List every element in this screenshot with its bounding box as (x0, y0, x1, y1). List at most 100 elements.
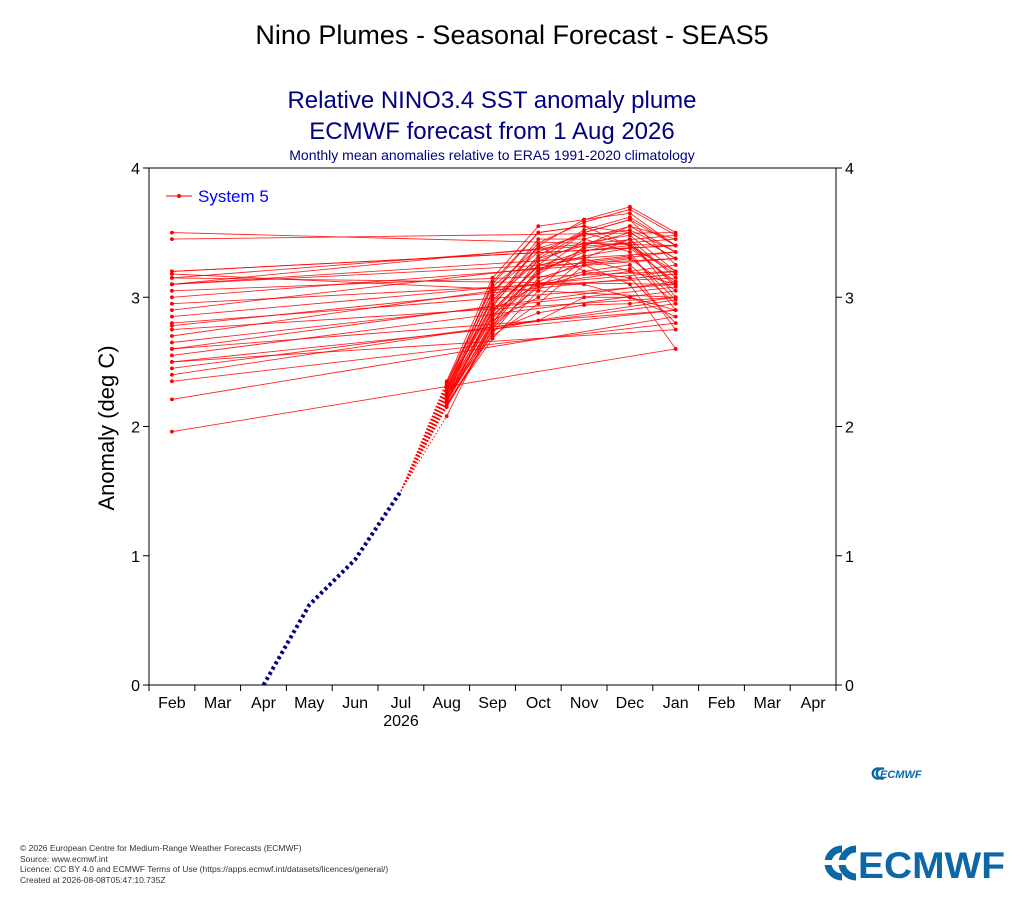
ensemble-point (673, 279, 678, 284)
ensemble-point (628, 253, 632, 258)
ensemble-point (170, 353, 174, 358)
ensemble-point (628, 282, 632, 287)
ensemble-connector (400, 405, 448, 492)
ecmwf-small-logo-mark (871, 767, 885, 780)
ensemble-point (444, 400, 449, 404)
ensemble-member (170, 204, 678, 492)
footer-credits: © 2026 European Centre for Medium-Range … (20, 843, 388, 885)
ensemble-point (673, 321, 678, 325)
ensemble-line (171, 225, 678, 390)
ensemble-point (170, 327, 174, 332)
observed-line (261, 489, 403, 686)
ensemble-point (673, 327, 678, 332)
ensemble-point (582, 272, 586, 276)
ensemble-point (628, 263, 632, 267)
ensemble-point (628, 215, 632, 220)
ecmwf-large-logo-text: ECMWF (858, 845, 1005, 886)
ensemble-point (582, 259, 586, 263)
ensemble-member (170, 243, 678, 492)
ensemble-connector (400, 396, 448, 492)
ensemble-connector (400, 383, 448, 492)
ensemble-point (170, 230, 174, 235)
x-tick-label: Feb (708, 695, 736, 712)
ensemble-point (170, 275, 174, 280)
y-tick-label-right: 3 (845, 290, 854, 307)
ensemble-point (490, 279, 495, 284)
ensemble-line (171, 238, 677, 403)
footer-source: Source: www.ecmwf.int (20, 853, 108, 864)
ensemble-point (490, 285, 495, 289)
ensemble-point (170, 288, 174, 293)
ensemble-point (444, 390, 449, 395)
ensemble-point (170, 334, 174, 338)
page-title: Nino Plumes - Seasonal Forecast - SEAS5 (255, 20, 769, 50)
ensemble-connector (400, 415, 448, 492)
ensemble-point (673, 243, 678, 248)
ensemble-point (536, 230, 541, 235)
legend: System 5 (166, 187, 269, 206)
x-tick-label: Sep (478, 695, 507, 712)
ensemble-point (444, 414, 449, 419)
ensemble-point (673, 263, 678, 267)
ensemble-point (673, 347, 678, 351)
x-tick-label: Dec (616, 695, 644, 712)
x-tick-label: Oct (526, 695, 551, 712)
ensemble-point (628, 233, 632, 238)
y-tick-label-right: 4 (845, 161, 854, 178)
ensemble-point (536, 250, 541, 254)
x-tick-label: Mar (754, 695, 782, 712)
ensemble-point (170, 397, 174, 402)
ensemble-point (673, 308, 678, 313)
ensemble-point (582, 224, 586, 229)
ensemble-point (170, 308, 174, 313)
ensemble-line (171, 245, 677, 388)
y-axis-label: Anomaly (deg C) (94, 345, 119, 510)
x-tick-labels: Feb Mar Apr May Jun Jul Aug Sep Oct Nov Dec Jan Feb M… (158, 695, 826, 712)
x-tick-label: Jun (342, 695, 368, 712)
x-tick-label: Apr (251, 695, 277, 712)
x-tick-label: Jan (663, 695, 689, 712)
chart-title-2: ECMWF forecast from 1 Aug 2026 (309, 118, 674, 145)
ensemble-connector (400, 399, 448, 492)
ensemble-point (444, 381, 449, 386)
ensemble-connector (400, 391, 448, 492)
ensemble-point (536, 310, 541, 315)
ensemble-point (673, 285, 678, 289)
ensemble-point (536, 301, 541, 306)
ensemble-point (170, 295, 174, 300)
ensemble-members (170, 204, 678, 492)
x-tick-label: Feb (158, 695, 186, 712)
chart-subtitle: Monthly mean anomalies relative to ERA5 … (289, 147, 694, 163)
y-tick-label-right: 0 (845, 678, 854, 695)
ensemble-point (536, 275, 541, 280)
y-tick-label-left: 3 (131, 290, 140, 307)
ensemble-point (490, 275, 495, 280)
ensemble-point (582, 233, 586, 238)
ensemble-point (628, 211, 632, 216)
ensemble-point (582, 237, 586, 241)
x-tick-label: Nov (570, 695, 598, 712)
ensemble-connector (400, 395, 448, 492)
observed-series (261, 489, 403, 686)
ensemble-member (170, 266, 678, 492)
ensemble-point (582, 220, 586, 225)
ensemble-point (490, 336, 495, 341)
footer-licence: Licence: CC BY 4.0 and ECMWF Terms of Us… (20, 864, 389, 874)
plot-frame (148, 167, 837, 686)
ensemble-point (628, 266, 632, 271)
ensemble-point (536, 295, 541, 300)
ensemble-point (490, 290, 495, 294)
ensemble-point (673, 314, 678, 319)
ecmwf-small-logo: ECMWF (871, 767, 922, 781)
ensemble-line (171, 247, 677, 400)
legend-label: System 5 (198, 187, 269, 206)
ensemble-point (490, 297, 495, 302)
ensemble-connector (400, 390, 448, 492)
ensemble-member (170, 233, 678, 492)
ensemble-connector (400, 392, 448, 492)
ensemble-point (536, 224, 541, 229)
ensemble-member (170, 272, 678, 492)
ensemble-point (673, 237, 678, 241)
ensemble-point (170, 314, 174, 319)
